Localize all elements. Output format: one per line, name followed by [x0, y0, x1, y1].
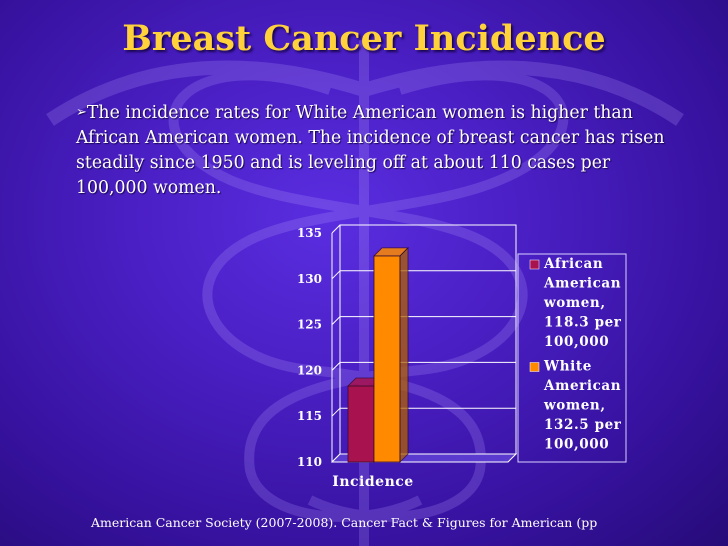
bar-front	[347, 385, 375, 463]
bar-side	[399, 246, 409, 463]
y-tick-label: 130	[297, 272, 322, 286]
category-label: Incidence	[332, 474, 413, 490]
bullet-paragraph: ➢The incidence rates for White American …	[76, 100, 676, 201]
legend-swatch	[529, 362, 540, 372]
gridline-diag	[331, 407, 341, 417]
bar-white-american	[373, 246, 409, 463]
gridline-diag	[331, 224, 341, 234]
y-tick-label: 125	[297, 318, 322, 332]
gridline-diag	[331, 316, 341, 325]
legend-entry: women,	[543, 295, 606, 311]
source-footer: American Cancer Society (2007-2008). Can…	[91, 515, 598, 530]
gridline-diag	[331, 362, 341, 371]
legend-entry: African	[543, 256, 603, 272]
bars	[347, 246, 409, 463]
category-labels: Incidence	[332, 474, 413, 490]
slide-title: Breast Cancer Incidence	[122, 18, 606, 59]
legend-entry: 118.3 per	[544, 315, 622, 331]
y-tick-labels: 110 115 120 125 130 135	[297, 226, 322, 469]
legend-entry: 100,000	[544, 437, 609, 453]
legend-entry: 100,000	[544, 334, 609, 350]
legend-entry: American	[543, 378, 621, 394]
legend-box	[517, 253, 627, 463]
y-tick-label: 120	[297, 363, 322, 377]
bullet-arrow-icon: ➢	[76, 105, 87, 120]
y-tick-label: 135	[297, 226, 322, 240]
gridline-diag	[331, 270, 341, 280]
legend-entry: 132.5 per	[544, 417, 622, 433]
bar-front	[373, 255, 401, 463]
legend-swatch	[529, 259, 540, 270]
legend-entry: White	[543, 359, 592, 375]
y-tick-label: 115	[297, 409, 322, 423]
legend: African American women, 118.3 per 100,000 Whi…	[529, 256, 622, 453]
legend-entry: women,	[543, 398, 606, 414]
y-tick-label: 110	[297, 455, 322, 469]
legend-entry: American	[543, 276, 621, 292]
bullet-text: The incidence rates for White American w…	[76, 103, 665, 198]
